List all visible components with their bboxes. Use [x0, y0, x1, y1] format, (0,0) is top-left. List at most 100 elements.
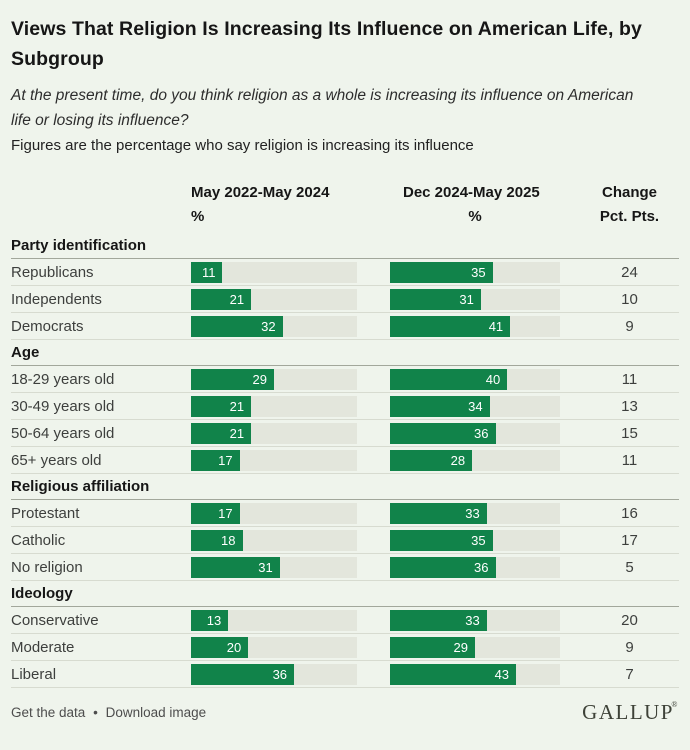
bar-period2: 29 [390, 636, 475, 658]
change-value: 9 [625, 317, 634, 335]
footer-links: Get the data • Download image [11, 705, 206, 720]
column-label-period1: May 2022-May 2024 [191, 183, 330, 201]
column-unit-change: Pct. Pts. [599, 208, 660, 225]
subgroup-table-body: Party identification Republicans 11 35 24 Ind… [11, 233, 679, 688]
registered-mark: ® [671, 700, 679, 709]
row-label: 30-49 years old [11, 397, 115, 415]
bar-period1: 20 [191, 636, 249, 658]
bar-track-period1: 21 [191, 395, 357, 417]
bar-period2: 31 [390, 288, 481, 310]
row-label: Moderate [11, 638, 75, 656]
change-value: 24 [621, 263, 638, 281]
change-value: 9 [625, 638, 634, 656]
bar-value: 36 [474, 425, 489, 441]
table-row: Protestant 17 33 16 [11, 500, 679, 527]
bar-period1: 29 [191, 368, 274, 390]
row-label: Independents [11, 290, 102, 308]
bar-track-period2: 43 [390, 663, 560, 685]
bar-period1: 31 [191, 556, 280, 578]
section-header: Religious affiliation [11, 474, 679, 500]
bar-value: 33 [465, 505, 480, 521]
bar-period2: 36 [390, 422, 496, 444]
table-row: Liberal 36 43 7 [11, 661, 679, 688]
bar-track-period1: 21 [191, 288, 357, 310]
bar-track-period2: 33 [390, 502, 560, 524]
bar-value: 13 [206, 612, 222, 628]
bar-track-period2: 36 [390, 556, 560, 578]
row-label: Liberal [11, 665, 57, 683]
bar-value: 34 [468, 398, 483, 414]
change-value: 5 [625, 558, 634, 576]
bar-period1: 18 [191, 529, 243, 551]
change-value: 7 [625, 665, 634, 683]
bar-value: 32 [261, 318, 276, 334]
bar-period1: 17 [191, 449, 240, 471]
bar-value: 21 [229, 425, 245, 441]
bar-track-period2: 40 [390, 368, 560, 390]
column-label-period2: Dec 2024-May 2025 [403, 183, 540, 201]
bar-period2: 36 [390, 556, 496, 578]
section-header: Party identification [11, 233, 679, 259]
bar-track-period2: 35 [390, 261, 560, 283]
gallup-logo-text: GALLUP [582, 700, 674, 724]
section-header: Age [11, 340, 679, 366]
bar-period2: 34 [390, 395, 490, 417]
bar-period1: 17 [191, 502, 240, 524]
bar-period2: 28 [390, 449, 473, 471]
row-label: 18-29 years old [11, 370, 115, 388]
bar-track-period2: 31 [390, 288, 560, 310]
column-label-change: Change [601, 183, 657, 201]
download-image-link[interactable]: Download image [105, 705, 207, 720]
bar-period1: 21 [191, 288, 252, 310]
gallup-logo: GALLUP ® [582, 700, 679, 725]
row-label: 65+ years old [11, 451, 102, 469]
chart-card: Views That Religion Is Increasing Its In… [11, 18, 679, 688]
bar-value: 28 [450, 452, 466, 468]
bar-period1: 11 [191, 261, 223, 283]
bar-track-period1: 17 [191, 449, 357, 471]
column-units-row: % % Pct. Pts. [11, 203, 679, 233]
table-row: Conservative 13 33 20 [11, 607, 679, 634]
bar-track-period2: 34 [390, 395, 560, 417]
bar-value: 36 [272, 666, 288, 682]
section-header: Ideology [11, 581, 679, 607]
table-row: 30-49 years old 21 34 13 [11, 393, 679, 420]
link-separator: • [93, 705, 98, 720]
bar-value: 29 [453, 639, 468, 655]
bar-value: 29 [252, 371, 267, 387]
bar-period1: 13 [191, 609, 229, 631]
bar-value: 35 [471, 264, 486, 280]
change-value: 11 [621, 370, 638, 388]
bar-track-period2: 28 [390, 449, 560, 471]
bar-track-period1: 13 [191, 609, 357, 631]
bar-period1: 21 [191, 422, 252, 444]
bar-value: 17 [218, 505, 233, 521]
column-unit-period1: % [191, 208, 205, 225]
column-unit-period2: % [468, 208, 482, 225]
bar-value: 35 [471, 532, 486, 548]
bar-period2: 35 [390, 529, 493, 551]
bar-period2: 33 [390, 502, 487, 524]
row-label: Protestant [11, 504, 80, 522]
bar-period2: 43 [390, 663, 517, 685]
bar-period1: 36 [191, 663, 295, 685]
bar-track-period2: 33 [390, 609, 560, 631]
bar-value: 21 [229, 398, 245, 414]
table-row: 18-29 years old 29 40 11 [11, 366, 679, 393]
bar-period2: 40 [390, 368, 508, 390]
change-value: 16 [621, 504, 638, 522]
bar-track-period2: 41 [390, 315, 560, 337]
change-value: 17 [621, 531, 638, 549]
bar-value: 43 [494, 666, 510, 682]
bar-track-period1: 18 [191, 529, 357, 551]
bar-track-period2: 35 [390, 529, 560, 551]
row-label: Conservative [11, 611, 99, 629]
bar-value: 36 [474, 559, 489, 575]
bar-track-period1: 29 [191, 368, 357, 390]
get-the-data-link[interactable]: Get the data [11, 705, 86, 720]
chart-title: Views That Religion Is Increasing Its In… [11, 18, 642, 70]
table-row: Independents 21 31 10 [11, 286, 679, 313]
chart-note: Figures are the percentage who say relig… [11, 137, 474, 154]
bar-track-period1: 17 [191, 502, 357, 524]
bar-value: 17 [218, 452, 233, 468]
